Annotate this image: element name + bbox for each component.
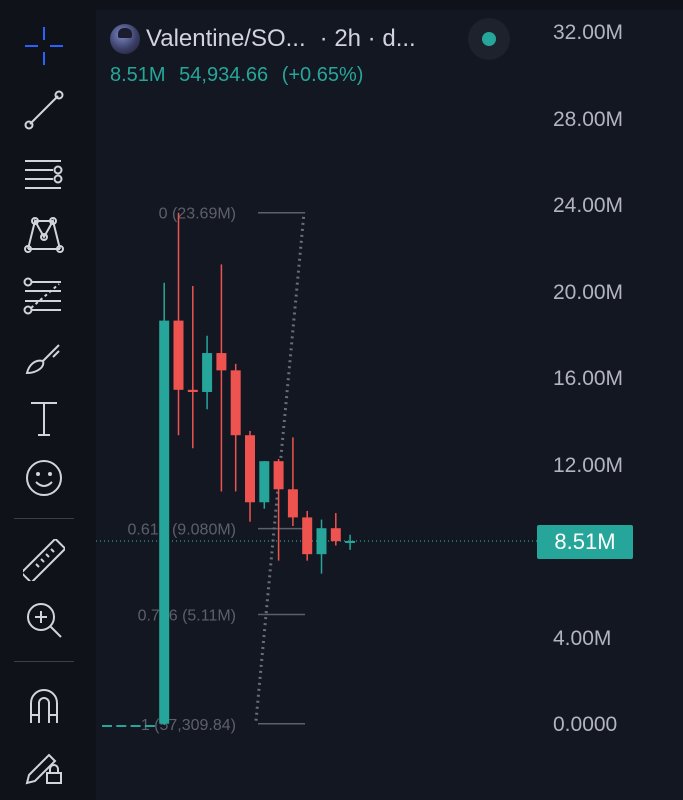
symbol-name[interactable]: Valentine/SO...	[146, 25, 306, 52]
price-axis-tick: 16.00M	[553, 367, 624, 390]
candle-body	[130, 725, 141, 727]
market-status-button[interactable]	[468, 18, 510, 60]
ruler-icon[interactable]	[16, 532, 72, 588]
symbol-interval[interactable]: · 2h · d...	[319, 25, 416, 52]
candle-body	[173, 320, 184, 390]
lock-drawing-icon[interactable]	[16, 738, 72, 794]
magnet-icon[interactable]	[16, 678, 72, 734]
candle-body	[245, 435, 255, 503]
market-open-icon	[482, 32, 496, 46]
brush-icon[interactable]	[16, 330, 72, 386]
toolbar-divider	[14, 518, 74, 519]
fib-level-label: 0.618 (9.080M)	[127, 522, 236, 539]
candle-body	[216, 353, 227, 371]
current-price-badge: 8.51M	[537, 525, 633, 559]
toolbar-divider	[14, 661, 74, 662]
candle-body	[159, 320, 170, 724]
price-axis-tick: 12.00M	[553, 453, 624, 477]
last-price: 54,934.66	[179, 64, 269, 86]
trend-line-icon[interactable]	[16, 82, 72, 138]
candle-body	[230, 370, 241, 436]
price-axis-tick: 24.00M	[553, 194, 624, 217]
candle-body	[316, 528, 327, 555]
candle-body	[302, 517, 313, 555]
price-axis-tick: 20.00M	[553, 280, 624, 304]
candle-body	[259, 461, 270, 503]
symbol-legend: Valentine/SO... · 2h · d...	[110, 22, 416, 92]
candle-body	[102, 725, 112, 727]
text-icon[interactable]	[16, 390, 72, 446]
zoom-in-icon[interactable]	[16, 592, 72, 648]
fib-tool-icon[interactable]	[16, 268, 72, 324]
pattern-icon[interactable]	[16, 206, 72, 262]
emoji-icon[interactable]	[16, 450, 72, 506]
candle-body	[187, 389, 198, 392]
price-row: 8.51M 54,934.66 (+0.65%)	[110, 64, 371, 87]
candle-body	[273, 461, 284, 490]
drawing-toolbar	[0, 0, 88, 800]
price-axis-tick: 0.0000	[553, 713, 618, 736]
parallel-lines-icon[interactable]	[16, 146, 72, 202]
candle-body	[330, 528, 341, 542]
fib-trend-line	[254, 212, 306, 721]
price-axis-tick: 28.00M	[553, 107, 624, 131]
price-axis-tick: 4.00M	[553, 626, 612, 650]
fib-level-label: 0 (23.69M)	[159, 206, 236, 223]
candle-body	[287, 489, 298, 518]
candle-body	[202, 353, 213, 392]
chart-panel[interactable]	[96, 10, 683, 800]
candle-body	[116, 725, 127, 727]
volume-value: 8.51M	[110, 64, 166, 86]
fib-level-label: 0.786 (5.11M)	[138, 607, 236, 624]
price-axis-tick: 32.00M	[553, 21, 624, 44]
avatar	[110, 24, 140, 54]
price-change: (+0.65%)	[281, 64, 364, 86]
candle-body	[144, 725, 155, 727]
fib-level-label: 1 (57,309.84)	[141, 717, 236, 734]
crosshair-icon[interactable]	[16, 18, 72, 74]
candle-body	[345, 540, 356, 543]
